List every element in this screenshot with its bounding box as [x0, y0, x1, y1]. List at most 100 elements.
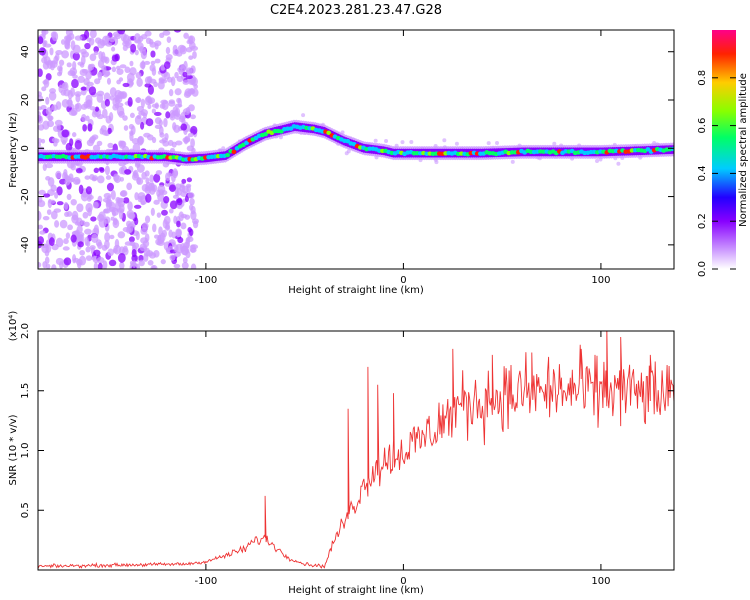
noise-blob: [106, 202, 113, 208]
noise-blob: [130, 125, 136, 135]
noise-blob: [106, 77, 112, 85]
noise-blob: [135, 72, 142, 79]
noise-blob: [94, 106, 100, 112]
spectrogram-y-tick-label: 40: [20, 45, 31, 58]
noise-blob: [122, 44, 128, 51]
noise-blob: [147, 104, 152, 110]
noise-blob: [63, 238, 69, 245]
noise-blob: [66, 193, 72, 201]
noise-blob: [77, 61, 84, 66]
noise-blob: [82, 124, 87, 132]
noise-blob: [124, 66, 131, 74]
noise-blob: [76, 203, 84, 213]
noise-blob: [87, 123, 93, 132]
noise-blob: [145, 193, 152, 203]
noise-blob: [114, 89, 122, 100]
noise-blob: [48, 237, 55, 247]
noise-blob: [38, 36, 44, 45]
noise-blob: [169, 254, 176, 261]
noise-blob: [55, 49, 63, 55]
noise-blob: [41, 30, 47, 38]
noise-blob: [144, 60, 151, 65]
noise-blob: [151, 108, 157, 114]
noise-blob: [97, 241, 103, 250]
noise-blob: [138, 259, 145, 267]
noise-blob: [510, 159, 515, 164]
noise-blob: [172, 122, 177, 131]
noise-blob: [127, 97, 133, 107]
noise-blob: [45, 96, 50, 105]
noise-blob: [78, 184, 84, 195]
noise-blob: [186, 67, 193, 76]
noise-blob: [346, 149, 351, 154]
spectrogram-panel: -100 0 100 -40 -20 0 20 40 Height of straight l…: [8, 29, 675, 296]
noise-blob: [185, 250, 191, 259]
noise-blob: [67, 70, 76, 77]
noise-blob: [45, 163, 54, 169]
noise-blob: [77, 241, 84, 248]
spectrogram-x-tick-label: -100: [195, 275, 218, 286]
noise-blob: [155, 238, 162, 246]
noise-blob: [189, 244, 196, 253]
noise-blob: [89, 53, 97, 62]
noise-blob: [63, 88, 71, 97]
noise-blob: [97, 213, 105, 222]
noise-blob: [160, 99, 168, 105]
noise-blob: [157, 184, 166, 194]
noise-blob: [109, 234, 115, 240]
noise-blob: [47, 177, 55, 187]
noise-blob: [175, 140, 183, 146]
noise-blob: [136, 177, 144, 185]
noise-blob: [49, 88, 56, 94]
noise-blob: [75, 93, 81, 103]
ridge-core: [225, 152, 231, 158]
noise-blob: [181, 261, 189, 269]
noise-blob: [176, 75, 184, 82]
spectrogram-x-axis-label: Height of straight line (km): [288, 285, 424, 296]
noise-blob: [116, 68, 124, 75]
noise-blob: [400, 140, 405, 145]
spectrogram-y-axis-label: Frequency (Hz): [8, 112, 19, 188]
noise-blob: [122, 82, 130, 88]
noise-blob: [157, 192, 165, 202]
noise-blob: [154, 234, 160, 239]
noise-blob: [178, 64, 185, 70]
noise-blob: [59, 219, 68, 229]
noise-blob: [103, 208, 109, 214]
noise-blob: [141, 171, 147, 180]
noise-blob: [145, 118, 154, 127]
noise-blob: [86, 196, 92, 202]
noise-blob: [51, 264, 57, 269]
noise-blob: [151, 67, 157, 76]
noise-blob: [57, 65, 63, 72]
noise-blob: [97, 175, 105, 184]
noise-blob: [187, 132, 194, 138]
noise-blob: [154, 124, 163, 129]
noise-blob: [89, 135, 97, 142]
noise-blob: [129, 60, 134, 67]
noise-blob: [165, 247, 171, 252]
noise-blob: [116, 106, 125, 117]
noise-blob: [173, 263, 181, 269]
spectrogram-y-tick-label: -20: [20, 188, 31, 204]
noise-blob: [118, 77, 124, 82]
noise-blob: [120, 140, 127, 148]
ridge-core: [263, 132, 268, 137]
noise-blob: [173, 30, 182, 33]
colorbar-label: Normalized spectral amplitude: [738, 73, 749, 227]
noise-blob: [84, 42, 91, 50]
colorbar-tick-label: 0.4: [697, 165, 708, 181]
noise-blob: [161, 209, 168, 216]
noise-blob: [38, 94, 44, 102]
noise-blob: [171, 231, 177, 239]
noise-blob: [150, 207, 155, 217]
noise-blob: [161, 229, 168, 238]
noise-blob: [105, 175, 112, 180]
noise-blob: [85, 115, 90, 122]
noise-blob: [148, 97, 156, 104]
noise-blob: [106, 182, 114, 192]
snr-frame: [37, 330, 675, 571]
noise-blob: [179, 184, 186, 193]
noise-blob: [146, 134, 154, 141]
noise-blob: [165, 221, 170, 230]
